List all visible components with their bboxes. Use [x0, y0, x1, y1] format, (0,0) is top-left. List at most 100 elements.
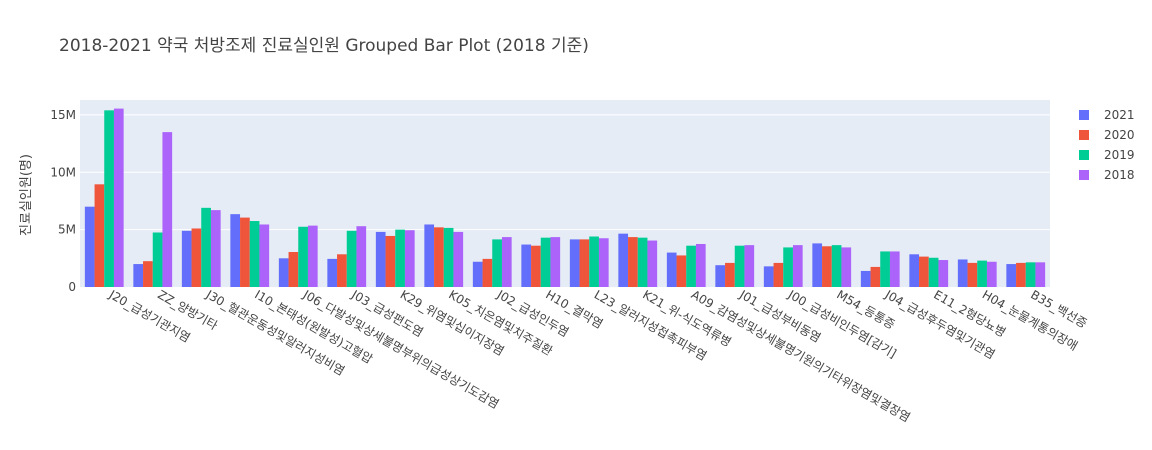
bar[interactable] [1035, 262, 1046, 287]
bar[interactable] [1025, 262, 1036, 287]
bar[interactable] [569, 239, 580, 287]
bar[interactable] [540, 237, 551, 287]
bar[interactable] [598, 238, 609, 287]
bar[interactable] [734, 245, 745, 287]
bar[interactable] [133, 264, 144, 287]
bar[interactable] [977, 260, 987, 287]
bar[interactable] [288, 252, 299, 287]
legend-item-2021[interactable]: 2021 [1079, 108, 1135, 122]
bar[interactable] [676, 255, 687, 287]
bar[interactable] [628, 237, 638, 287]
bar[interactable] [404, 230, 415, 287]
bar[interactable] [715, 265, 726, 287]
legend-swatch [1079, 130, 1089, 140]
bar[interactable] [831, 245, 842, 287]
legend-item-2018[interactable]: 2018 [1079, 168, 1135, 182]
bar[interactable] [191, 228, 202, 287]
bar[interactable] [666, 252, 677, 287]
bar[interactable] [812, 243, 823, 287]
bar[interactable] [259, 224, 270, 287]
bar[interactable] [909, 254, 920, 287]
bar[interactable] [395, 229, 405, 287]
bar[interactable] [152, 232, 163, 287]
bar[interactable] [482, 258, 493, 287]
bar[interactable] [521, 244, 532, 287]
legend-swatch [1079, 110, 1089, 120]
bar[interactable] [249, 221, 260, 287]
bar[interactable] [104, 110, 114, 287]
bar[interactable] [472, 261, 483, 287]
bar[interactable] [695, 243, 706, 287]
y-axis-title: 진료실인원(명) [19, 154, 34, 236]
bar[interactable] [337, 254, 347, 287]
bar[interactable] [870, 266, 881, 287]
bar[interactable] [589, 236, 599, 287]
bar[interactable] [210, 210, 221, 287]
bar[interactable] [579, 239, 590, 287]
bar[interactable] [618, 233, 629, 287]
bar[interactable] [230, 214, 241, 287]
bar[interactable] [763, 266, 774, 287]
bar[interactable] [822, 246, 832, 287]
bar[interactable] [957, 259, 968, 287]
y-tick-label: 10M [50, 165, 76, 179]
bar[interactable] [880, 251, 890, 287]
bar[interactable] [550, 237, 561, 287]
bar[interactable] [686, 245, 696, 287]
bar[interactable] [201, 207, 211, 287]
bar-layer [84, 108, 1046, 287]
bar[interactable] [501, 237, 512, 287]
legend-item-2019[interactable]: 2019 [1079, 148, 1135, 162]
bar[interactable] [986, 261, 997, 287]
bar[interactable] [94, 184, 105, 287]
chart-title: 2018-2021 약국 처방조제 진료실인원 Grouped Bar Plot… [59, 36, 589, 56]
bar[interactable] [327, 258, 338, 287]
bar[interactable] [181, 230, 192, 287]
bar[interactable] [375, 231, 386, 287]
bar[interactable] [162, 132, 173, 287]
bar[interactable] [928, 257, 939, 287]
bar[interactable] [434, 227, 444, 287]
x-tick-label: J20_급성기관지염 [106, 287, 193, 345]
bar[interactable] [783, 247, 793, 287]
bar[interactable] [346, 230, 357, 287]
series-2018 [113, 108, 1046, 287]
bar[interactable] [1016, 262, 1026, 287]
legend-item-2020[interactable]: 2020 [1079, 128, 1135, 142]
bar[interactable] [84, 206, 95, 287]
bar[interactable] [492, 239, 502, 287]
legend-label: 2021 [1104, 108, 1135, 122]
bar[interactable] [453, 231, 464, 287]
bar[interactable] [841, 247, 852, 287]
bar[interactable] [773, 262, 784, 287]
bar[interactable] [1006, 264, 1017, 287]
bar[interactable] [531, 245, 541, 287]
bar[interactable] [637, 237, 648, 287]
bar[interactable] [744, 245, 755, 287]
bar[interactable] [385, 235, 396, 287]
bar[interactable] [143, 261, 153, 287]
bar[interactable] [792, 245, 803, 287]
bar[interactable] [113, 108, 124, 287]
bar[interactable] [967, 262, 978, 287]
bar[interactable] [307, 225, 318, 287]
legend-swatch [1079, 170, 1089, 180]
plot-background [80, 100, 1050, 287]
bar[interactable] [860, 270, 871, 287]
bar[interactable] [725, 262, 735, 287]
bar[interactable] [919, 256, 929, 287]
y-tick-label: 0 [68, 280, 76, 294]
y-tick-label: 15M [50, 108, 76, 122]
bar[interactable] [938, 260, 949, 287]
bar[interactable] [443, 227, 454, 287]
legend-label: 2020 [1104, 128, 1135, 142]
bar[interactable] [240, 217, 250, 287]
bar[interactable] [356, 226, 367, 287]
bar[interactable] [278, 258, 289, 287]
bar[interactable] [298, 226, 308, 287]
bar[interactable] [424, 224, 435, 287]
bar[interactable] [889, 251, 900, 287]
bar[interactable] [647, 240, 658, 287]
